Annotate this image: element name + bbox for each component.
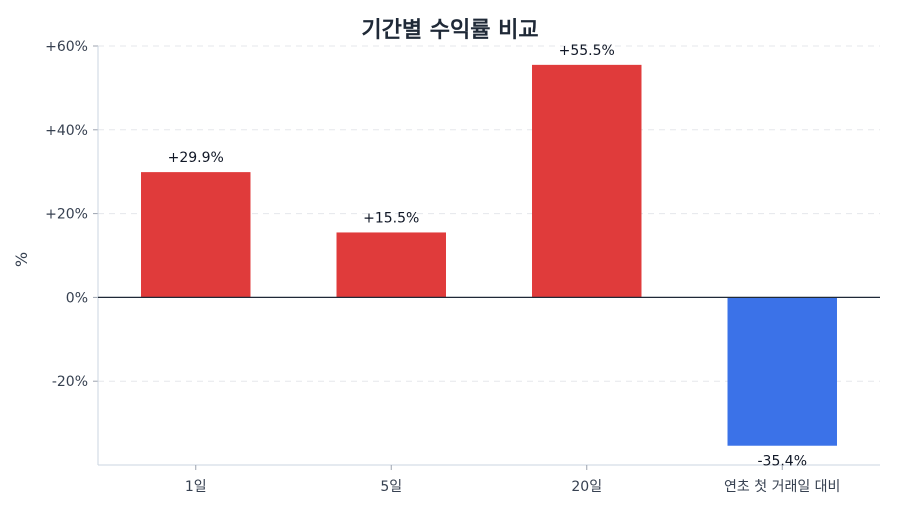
x-tick-label: 연초 첫 거래일 대비 bbox=[724, 479, 840, 495]
y-tick-label: +20% bbox=[45, 207, 88, 223]
bar-1 bbox=[141, 172, 251, 298]
bar-3 bbox=[532, 64, 642, 298]
y-tick-label: +60% bbox=[45, 39, 88, 55]
data-label-4: -35.4% bbox=[757, 454, 807, 470]
data-label-2: +15.5% bbox=[363, 210, 419, 226]
y-tick-label: +40% bbox=[45, 123, 88, 139]
bar-2 bbox=[336, 232, 446, 298]
y-tick-label: -20% bbox=[52, 374, 88, 390]
x-tick-label: 5일 bbox=[380, 479, 402, 495]
data-label-1: +29.9% bbox=[168, 150, 224, 166]
x-tick-label: 20일 bbox=[571, 479, 602, 495]
data-label-3: +55.5% bbox=[559, 43, 615, 59]
x-tick-label: 1일 bbox=[185, 479, 207, 495]
bar-4 bbox=[727, 297, 837, 446]
y-tick-label: 0% bbox=[66, 290, 88, 306]
chart-title: 기간별 수익률 비교 bbox=[361, 18, 539, 43]
